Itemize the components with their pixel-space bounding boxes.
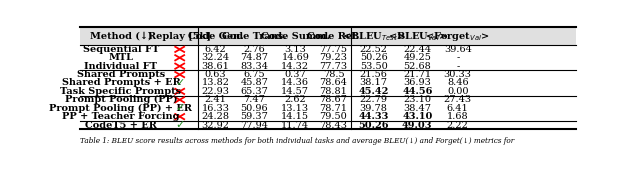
Text: 3.13: 3.13: [284, 45, 306, 54]
Text: 50.96: 50.96: [241, 104, 268, 113]
Text: 27.43: 27.43: [444, 95, 472, 104]
Text: 0.63: 0.63: [205, 70, 227, 79]
Text: 24.28: 24.28: [202, 112, 230, 121]
Text: 39.78: 39.78: [360, 104, 388, 113]
Text: Individual FT: Individual FT: [84, 62, 157, 71]
Text: 78.81: 78.81: [319, 87, 348, 96]
Text: 6.75: 6.75: [244, 70, 265, 79]
Text: 52.68: 52.68: [403, 62, 431, 71]
Text: Prompt Pooling (PP) + ER: Prompt Pooling (PP) + ER: [49, 104, 193, 113]
Text: 2.76: 2.76: [243, 45, 265, 54]
Text: 11.74: 11.74: [281, 121, 309, 130]
Text: Replay [5k]: Replay [5k]: [148, 32, 211, 41]
Text: 14.36: 14.36: [281, 78, 309, 88]
Text: 13.82: 13.82: [202, 78, 230, 88]
Text: 2.41: 2.41: [205, 95, 227, 104]
Text: 2.22: 2.22: [447, 121, 468, 130]
Text: 14.57: 14.57: [281, 87, 309, 96]
Text: -: -: [456, 53, 460, 62]
Text: 22.79: 22.79: [360, 95, 388, 104]
Text: 23.10: 23.10: [403, 95, 431, 104]
Text: ✓: ✓: [175, 78, 184, 88]
Text: -: -: [456, 62, 460, 71]
Text: CodeT5 + ER: CodeT5 + ER: [85, 121, 157, 130]
Text: 50.26: 50.26: [360, 53, 387, 62]
Text: Table 1: BLEU score results across methods for both individual tasks and average: Table 1: BLEU score results across metho…: [80, 137, 515, 145]
Text: 38.61: 38.61: [202, 62, 230, 71]
Text: 21.56: 21.56: [360, 70, 388, 79]
Text: 78.64: 78.64: [319, 78, 348, 88]
Text: 8.46: 8.46: [447, 78, 468, 88]
Text: 6.41: 6.41: [447, 104, 468, 113]
Text: 38.47: 38.47: [403, 104, 431, 113]
Text: Method (↓): Method (↓): [90, 32, 152, 41]
Text: 49.03: 49.03: [402, 121, 433, 130]
Text: 22.52: 22.52: [360, 45, 388, 54]
Text: 7.47: 7.47: [243, 95, 266, 104]
Text: 14.69: 14.69: [282, 53, 309, 62]
Text: Code Gen.: Code Gen.: [188, 32, 243, 41]
Text: 14.15: 14.15: [281, 112, 309, 121]
Text: 0.37: 0.37: [284, 70, 306, 79]
Text: 2.62: 2.62: [284, 95, 306, 104]
Text: 50.26: 50.26: [358, 121, 389, 130]
Text: 78.5: 78.5: [323, 70, 344, 79]
Text: 78.71: 78.71: [319, 104, 348, 113]
Text: 38.17: 38.17: [360, 78, 388, 88]
Text: PP + Teacher Forcing: PP + Teacher Forcing: [62, 112, 180, 121]
Bar: [80, 27, 576, 45]
Text: 74.87: 74.87: [241, 53, 268, 62]
Text: 77.75: 77.75: [319, 45, 348, 54]
Text: Code Summ.: Code Summ.: [260, 32, 330, 41]
Text: 6.42: 6.42: [205, 45, 227, 54]
Text: Prompt Pooling (PP): Prompt Pooling (PP): [65, 95, 177, 104]
Text: 39.64: 39.64: [444, 45, 472, 54]
Text: 45.87: 45.87: [241, 78, 268, 88]
Text: 79.50: 79.50: [319, 112, 348, 121]
Text: 65.37: 65.37: [241, 87, 268, 96]
Text: Shared Prompts + ER: Shared Prompts + ER: [61, 78, 180, 88]
Text: 59.37: 59.37: [241, 112, 268, 121]
Text: 49.25: 49.25: [403, 53, 431, 62]
Text: 0.00: 0.00: [447, 87, 468, 96]
Text: 78.67: 78.67: [319, 95, 348, 104]
Text: <BLEU$_{Test}$>: <BLEU$_{Test}$>: [342, 30, 405, 43]
Text: 22.44: 22.44: [403, 45, 431, 54]
Text: 43.10: 43.10: [402, 112, 433, 121]
Text: Code Ref.: Code Ref.: [307, 32, 360, 41]
Text: 78.43: 78.43: [319, 121, 348, 130]
Text: 30.33: 30.33: [444, 70, 472, 79]
Text: 32.92: 32.92: [202, 121, 230, 130]
Text: MTL: MTL: [108, 53, 133, 62]
Text: 45.42: 45.42: [358, 87, 389, 96]
Text: <Forget$_{Val}$>: <Forget$_{Val}$>: [426, 30, 490, 43]
Text: Sequential FT: Sequential FT: [83, 45, 159, 54]
Text: 44.56: 44.56: [402, 87, 433, 96]
Text: 53.50: 53.50: [360, 62, 387, 71]
Text: 14.32: 14.32: [281, 62, 309, 71]
Text: 77.94: 77.94: [241, 121, 268, 130]
Text: 83.34: 83.34: [241, 62, 268, 71]
Text: ✓: ✓: [175, 103, 184, 113]
Text: Shared Prompts: Shared Prompts: [77, 70, 165, 79]
Text: 32.24: 32.24: [202, 53, 230, 62]
Text: 21.71: 21.71: [403, 70, 431, 79]
Text: 13.13: 13.13: [281, 104, 309, 113]
Text: 79.23: 79.23: [319, 53, 348, 62]
Text: 77.73: 77.73: [319, 62, 348, 71]
Text: 44.33: 44.33: [358, 112, 389, 121]
Text: 22.93: 22.93: [202, 87, 230, 96]
Text: 1.68: 1.68: [447, 112, 468, 121]
Text: 16.33: 16.33: [202, 104, 230, 113]
Text: <BLEU$_{Val}$>: <BLEU$_{Val}$>: [388, 30, 447, 43]
Text: Task Specific Prompts: Task Specific Prompts: [60, 87, 182, 96]
Text: Code Trans.: Code Trans.: [222, 32, 287, 41]
Text: ✓: ✓: [175, 120, 184, 130]
Text: 36.93: 36.93: [403, 78, 431, 88]
